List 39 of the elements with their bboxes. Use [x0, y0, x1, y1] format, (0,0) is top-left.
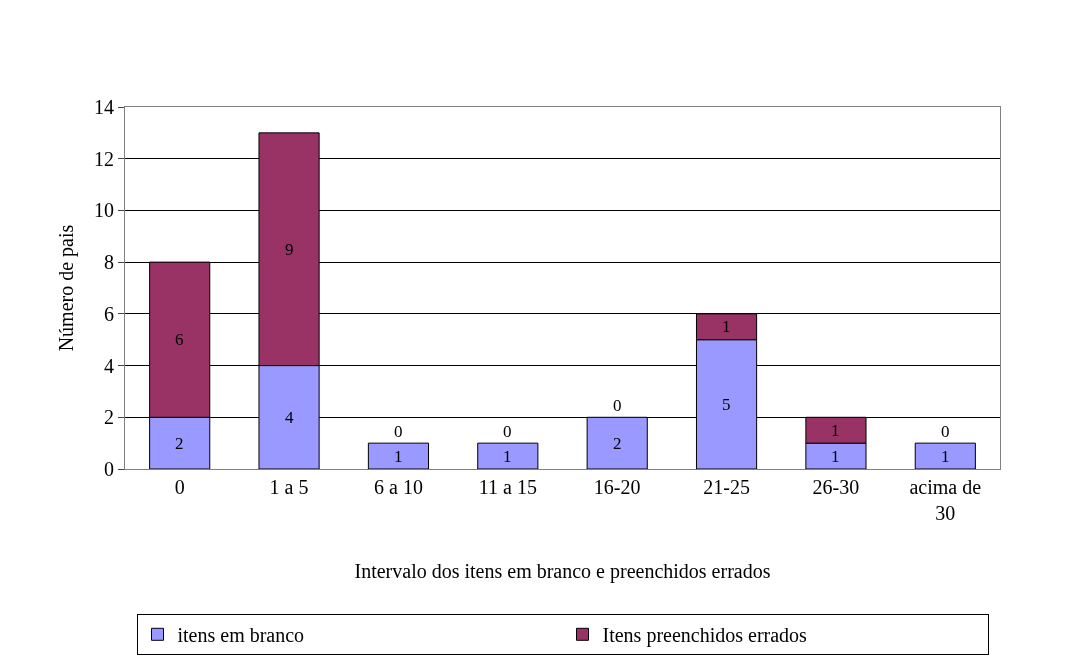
data-label: 0: [941, 422, 950, 441]
data-label: 9: [285, 240, 294, 259]
data-label: 1: [831, 421, 840, 440]
data-label: 0: [613, 396, 622, 415]
y-tick-label: 4: [104, 354, 114, 377]
data-label: 5: [722, 395, 731, 414]
data-label: 6: [175, 330, 184, 349]
y-axis-title: Número de pais: [54, 224, 78, 352]
data-label: 2: [175, 434, 184, 453]
x-axis-title: Intervalo dos itens em branco e preenchidos errados: [354, 559, 771, 583]
bar: [914, 442, 976, 469]
data-label: 1: [394, 447, 403, 466]
y-tick-label: 14: [94, 96, 114, 118]
x-tick-label: 21-25: [703, 476, 750, 498]
data-label: 4: [285, 408, 294, 427]
data-label: 2: [613, 434, 622, 453]
y-tick-label: 8: [104, 251, 114, 274]
x-tick-label: 16-20: [593, 476, 641, 498]
x-tick-label: 26-30: [812, 476, 860, 498]
data-label: 1: [941, 447, 950, 466]
data-label: 1: [831, 447, 840, 466]
data-label: 0: [394, 422, 403, 441]
x-tick-label: 6 a 10: [373, 476, 423, 498]
data-label: 1: [722, 317, 731, 336]
x-tick-label: 1 a 5: [269, 476, 309, 498]
x-tick-label: 11 a 15: [478, 476, 537, 498]
y-tick-label: 2: [104, 406, 114, 429]
y-tick-label: 10: [94, 199, 114, 222]
x-tick-label: 0: [174, 476, 185, 498]
y-tick-label: 0: [104, 458, 114, 480]
data-label: 0: [503, 422, 512, 441]
bar: [477, 442, 539, 469]
y-tick-label: 6: [104, 302, 114, 325]
bar: [367, 442, 430, 469]
x-tick-label: acima de 30: [909, 476, 982, 524]
legend-label: Itens preenchidos errados: [602, 624, 808, 648]
data-label: 1: [503, 447, 512, 466]
y-tick-label: 12: [94, 147, 114, 170]
legend-label: itens em branco: [177, 624, 305, 647]
